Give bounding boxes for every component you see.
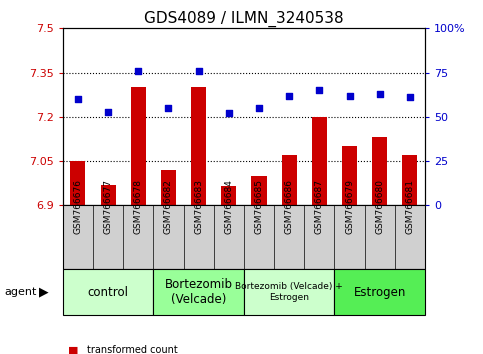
Text: Bortezomib (Velcade) +
Estrogen: Bortezomib (Velcade) + Estrogen <box>235 282 343 302</box>
Point <box>104 109 112 114</box>
Bar <box>312 117 327 205</box>
Text: GSM766687: GSM766687 <box>315 179 324 234</box>
Text: GSM766678: GSM766678 <box>134 179 143 234</box>
Text: GSM766676: GSM766676 <box>73 179 83 234</box>
Point <box>225 110 233 116</box>
Point <box>255 105 263 111</box>
Point <box>315 87 323 93</box>
Bar <box>372 137 387 205</box>
Bar <box>252 176 267 205</box>
FancyBboxPatch shape <box>63 269 154 315</box>
Text: control: control <box>87 286 128 298</box>
Point <box>165 105 172 111</box>
Bar <box>161 170 176 205</box>
Bar <box>131 87 146 205</box>
Title: GDS4089 / ILMN_3240538: GDS4089 / ILMN_3240538 <box>144 11 344 27</box>
Point <box>195 68 202 74</box>
Text: GSM766681: GSM766681 <box>405 179 414 234</box>
Point <box>346 93 354 98</box>
Text: Estrogen: Estrogen <box>354 286 406 298</box>
Point <box>406 95 414 100</box>
Point <box>376 91 384 97</box>
Bar <box>191 87 206 205</box>
Bar <box>342 146 357 205</box>
Bar <box>100 185 115 205</box>
Bar <box>221 186 236 205</box>
Text: GSM766680: GSM766680 <box>375 179 384 234</box>
Text: GSM766685: GSM766685 <box>255 179 264 234</box>
Point <box>134 68 142 74</box>
Text: ■: ■ <box>68 346 78 354</box>
Text: GSM766679: GSM766679 <box>345 179 354 234</box>
Text: GSM766684: GSM766684 <box>224 179 233 234</box>
Text: ▶: ▶ <box>39 286 48 298</box>
Text: GSM766683: GSM766683 <box>194 179 203 234</box>
Text: Bortezomib
(Velcade): Bortezomib (Velcade) <box>165 278 233 306</box>
Text: GSM766686: GSM766686 <box>284 179 294 234</box>
Text: transformed count: transformed count <box>87 346 178 354</box>
FancyBboxPatch shape <box>244 269 334 315</box>
Point <box>285 93 293 98</box>
Bar <box>71 161 85 205</box>
Bar <box>282 155 297 205</box>
Text: GSM766682: GSM766682 <box>164 179 173 234</box>
FancyBboxPatch shape <box>154 269 244 315</box>
Bar <box>402 155 417 205</box>
Text: GSM766677: GSM766677 <box>103 179 113 234</box>
Text: agent: agent <box>5 287 37 297</box>
Point <box>74 96 82 102</box>
FancyBboxPatch shape <box>334 269 425 315</box>
FancyBboxPatch shape <box>63 205 425 269</box>
